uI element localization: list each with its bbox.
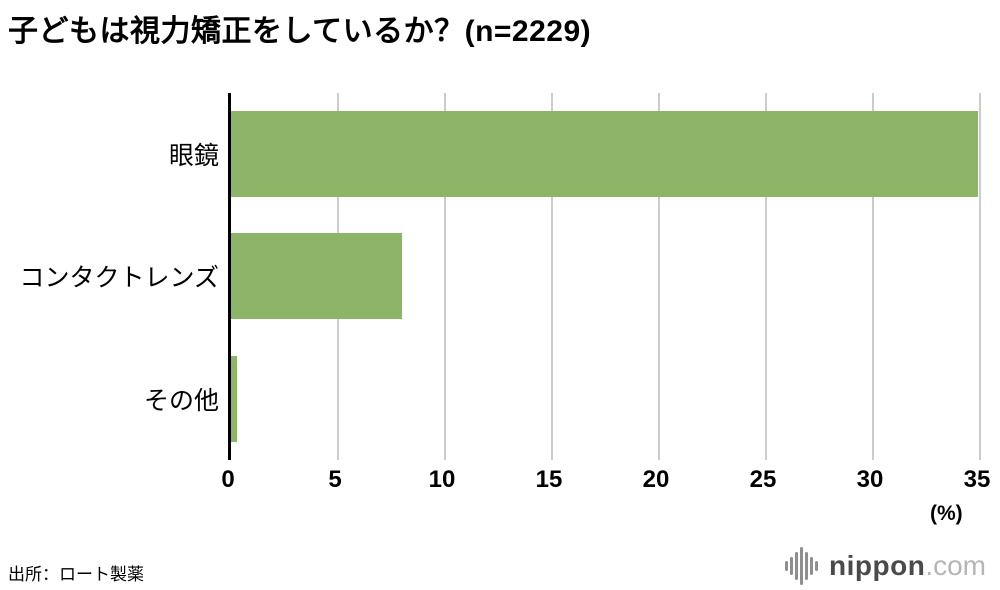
x-tick-label: 35: [963, 466, 991, 493]
category-label: コンタクトレンズ: [19, 264, 219, 293]
x-tick-label: 25: [749, 466, 777, 493]
gridline: [872, 93, 874, 460]
gridline: [551, 93, 553, 460]
nippon-logo-tld: .com: [925, 550, 986, 581]
x-tick-label: 0: [221, 466, 235, 493]
bar-rows: 眼鏡コンタクトレンズその他: [19, 93, 980, 460]
x-tick-label: 5: [328, 466, 342, 493]
bar-row: 眼鏡: [169, 93, 980, 215]
x-tick-label: 20: [642, 466, 670, 493]
gridline: [444, 93, 446, 460]
chart-title: 子どもは視力矯正をしているか？(n=2229): [8, 15, 592, 48]
x-axis-unit: (%): [930, 502, 963, 525]
x-axis: 0 5 10 15 20 25 30 35: [221, 466, 990, 498]
x-tick-label: 30: [856, 466, 884, 493]
nippon-logo: nippon.com: [785, 546, 986, 586]
nippon-logo-name: nippon: [829, 550, 926, 581]
x-tick-label: 10: [428, 466, 456, 493]
source-text: 出所：ロート製薬: [8, 565, 144, 584]
nippon-logo-icon: [785, 547, 819, 585]
bar: [231, 355, 238, 442]
plot-area: 眼鏡コンタクトレンズその他: [19, 93, 981, 460]
bar: [231, 233, 403, 320]
bar: [231, 111, 978, 198]
category-label: 眼鏡: [168, 142, 219, 171]
nippon-logo-text: nippon.com: [829, 552, 986, 580]
category-label: その他: [143, 386, 219, 415]
gridline: [979, 93, 981, 460]
bar-row: その他: [144, 338, 980, 460]
x-tick-label: 15: [535, 466, 563, 493]
bar-row: コンタクトレンズ: [19, 215, 980, 337]
gridline: [658, 93, 660, 460]
gridline: [765, 93, 767, 460]
